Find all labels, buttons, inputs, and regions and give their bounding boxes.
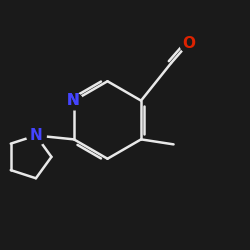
Text: O: O — [182, 36, 195, 51]
Text: N: N — [30, 128, 42, 143]
Text: N: N — [66, 93, 79, 108]
Text: N: N — [66, 93, 79, 108]
